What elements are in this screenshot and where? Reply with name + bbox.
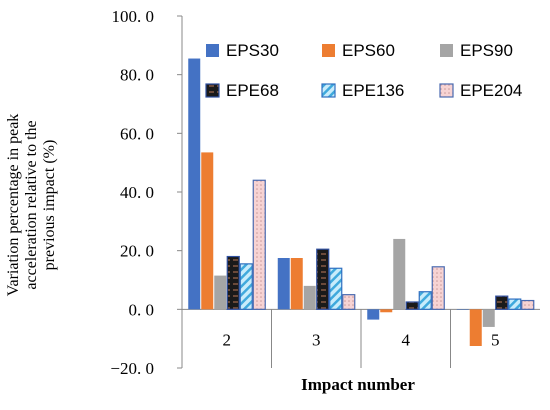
bar-eps90-impact-5 xyxy=(482,309,495,327)
bar-eps30-impact-4 xyxy=(367,309,380,320)
legend-swatch-epe136 xyxy=(321,83,336,98)
bar-epe68-impact-4 xyxy=(405,301,419,310)
bar-eps60-impact-5 xyxy=(469,309,482,346)
y-tick-label: 80. 0 xyxy=(120,66,154,85)
bar-epe136-impact-4 xyxy=(418,291,432,310)
legend-label-eps90: EPS90 xyxy=(460,41,513,60)
bar-eps30-impact-5 xyxy=(456,309,469,310)
y-tick-label: 40. 0 xyxy=(120,183,154,202)
y-tick-label: 20. 0 xyxy=(120,242,154,261)
legend-label-eps60: EPS60 xyxy=(342,41,395,60)
legend: EPS30 EPS60 EPS90 EPE68 EPE136 EPE204 xyxy=(205,41,522,100)
y-tick-label: 100. 0 xyxy=(112,7,155,26)
y-axis-title-line-3: previous impact (%) xyxy=(41,140,58,271)
y-axis-title-line-1: Variation percentage in peak xyxy=(5,114,22,297)
bars-group xyxy=(188,58,535,346)
bar-eps30-impact-2 xyxy=(188,58,201,310)
legend-label-epe68: EPE68 xyxy=(226,81,279,100)
bar-epe204-impact-5 xyxy=(521,299,535,310)
y-tick-label: 60. 0 xyxy=(120,124,154,143)
legend-swatch-eps60 xyxy=(322,44,335,57)
bar-eps60-impact-4 xyxy=(380,309,393,313)
bar-eps30-impact-3 xyxy=(277,258,290,310)
x-tick-label: 5 xyxy=(491,330,500,349)
bar-epe204-impact-2 xyxy=(252,179,266,310)
x-tick-label: 2 xyxy=(223,330,232,349)
legend-label-eps30: EPS30 xyxy=(226,41,279,60)
bar-epe68-impact-3 xyxy=(316,248,330,310)
bar-epe68-impact-2 xyxy=(226,255,240,310)
bar-eps60-impact-3 xyxy=(290,258,303,310)
bar-epe136-impact-3 xyxy=(329,267,343,310)
y-tick-label: −20. 0 xyxy=(110,359,154,378)
legend-swatch-eps90 xyxy=(440,44,453,57)
x-tick-label: 4 xyxy=(402,330,411,349)
legend-label-epe136: EPE136 xyxy=(342,81,404,100)
bar-eps90-impact-3 xyxy=(303,285,316,310)
bar-epe204-impact-4 xyxy=(431,266,445,310)
y-axis-title-line-2: acceleration relative to the xyxy=(23,120,40,289)
x-axis-title: Impact number xyxy=(301,375,415,394)
y-tick-label: 0. 0 xyxy=(129,300,155,319)
bar-epe136-impact-2 xyxy=(239,263,253,310)
x-tick-label: 3 xyxy=(312,330,321,349)
legend-label-epe204: EPE204 xyxy=(460,81,522,100)
bar-epe68-impact-5 xyxy=(495,295,509,310)
bar-epe204-impact-3 xyxy=(342,294,356,310)
bar-eps90-impact-4 xyxy=(393,238,406,310)
bar-epe136-impact-5 xyxy=(508,298,522,310)
axes-group: −20. 0 0. 0 20. 0 40. 0 60. 0 80. 0 100. 0 2 3 4 5 xyxy=(110,7,540,378)
bar-eps90-impact-2 xyxy=(214,275,227,310)
legend-swatch-epe204 xyxy=(439,83,454,98)
legend-swatch-epe68 xyxy=(205,83,220,98)
bar-eps60-impact-2 xyxy=(201,152,214,310)
legend-swatch-eps30 xyxy=(206,44,219,57)
